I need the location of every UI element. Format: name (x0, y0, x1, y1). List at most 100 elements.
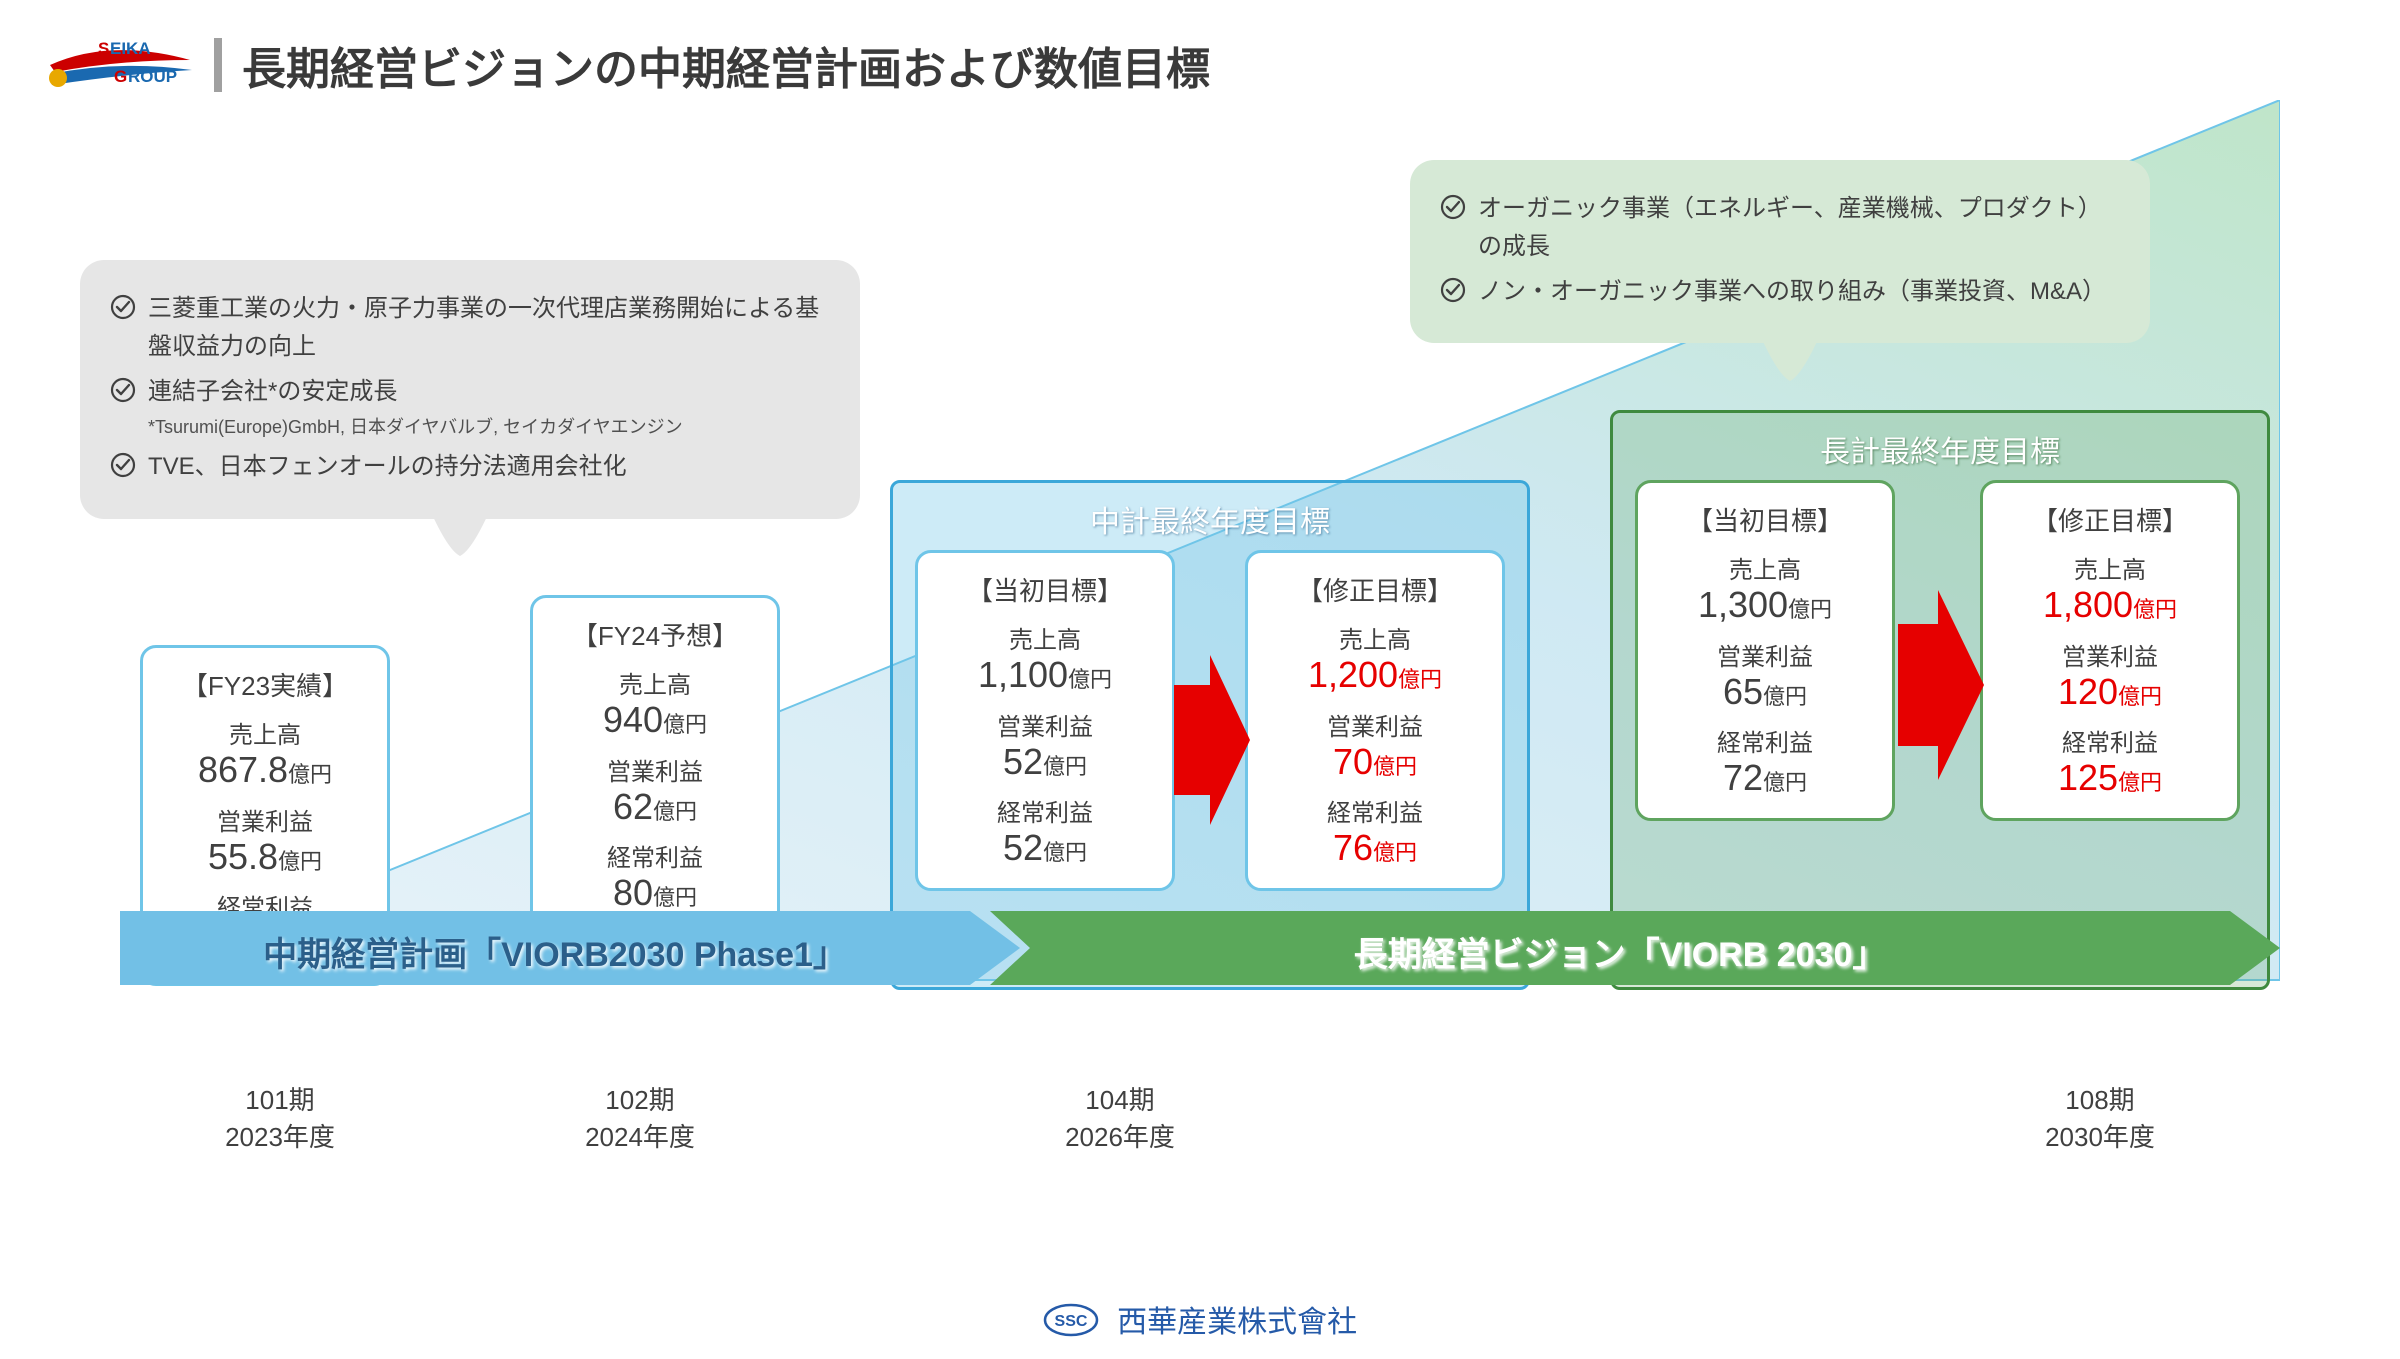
metric-unit: 億円 (288, 762, 332, 787)
logo: S EIKA G ROUP (40, 30, 200, 100)
metric-unit: 億円 (1068, 667, 1112, 692)
metric-value: 62 (613, 786, 653, 827)
x-label-term: 101期 (180, 1080, 380, 1117)
metric-label: 営業利益 (2003, 637, 2217, 672)
check-icon (110, 452, 136, 487)
logo-bottom-text: ROUP (128, 67, 177, 86)
title-bar (214, 38, 222, 92)
long-target-header: 長計最終年度目標 (1613, 413, 2267, 487)
card-title: 【FY24予想】 (553, 616, 757, 653)
x-label: 104期2026年度 (1020, 1080, 1220, 1154)
metric-value: 125 (2058, 757, 2118, 798)
x-label-year: 2023年度 (180, 1117, 380, 1154)
callout-right: オーガニック事業（エネルギー、産業機械、プロダクト）の成長ノン・オーガニック事業… (1410, 160, 2150, 343)
metric-value: 80 (613, 872, 653, 913)
metric-unit: 億円 (278, 849, 322, 874)
card-title: 【FY23実績】 (163, 666, 367, 703)
main-stage: 三菱重工業の火力・原子力事業の一次代理店業務開始による基盤収益力の向上連結子会社… (120, 100, 2280, 1100)
metric-value: 120 (2058, 671, 2118, 712)
metric-unit: 億円 (663, 712, 707, 737)
card-long-revised: 【修正目標】売上高1,800億円営業利益120億円経常利益125億円 (1980, 480, 2240, 821)
metric-label: 売上高 (938, 620, 1152, 655)
metric-value: 52 (1003, 827, 1043, 868)
check-icon (1440, 277, 1466, 312)
metric-unit: 億円 (2133, 597, 2177, 622)
card-title: 【当初目標】 (1658, 501, 1872, 538)
metric-unit: 億円 (653, 885, 697, 910)
callout-left-pointer (430, 510, 490, 556)
mid-target-header: 中計最終年度目標 (893, 483, 1527, 557)
metric-unit: 億円 (1043, 754, 1087, 779)
callout-left: 三菱重工業の火力・原子力事業の一次代理店業務開始による基盤収益力の向上連結子会社… (80, 260, 860, 519)
metric-value: 1,800 (2043, 584, 2133, 625)
metric-value: 940 (603, 699, 663, 740)
callout-item: 三菱重工業の火力・原子力事業の一次代理店業務開始による基盤収益力の向上 (110, 290, 830, 367)
metric-unit: 億円 (1373, 754, 1417, 779)
x-label-year: 2030年度 (2000, 1117, 2200, 1154)
x-label: 101期2023年度 (180, 1080, 380, 1154)
metric-value: 1,300 (1698, 584, 1788, 625)
metric-unit: 億円 (2118, 770, 2162, 795)
metric-label: 経常利益 (2003, 723, 2217, 758)
metric-value: 867.8 (198, 749, 288, 790)
metric-value: 76 (1333, 827, 1373, 868)
callout-text: ノン・オーガニック事業への取り組み（事業投資、M&A） (1478, 273, 2106, 311)
x-label-year: 2026年度 (1020, 1117, 1220, 1154)
card-title: 【修正目標】 (2003, 501, 2217, 538)
callout-subtext: *Tsurumi(Europe)GmbH, 日本ダイヤバルブ, セイカダイヤエン… (148, 413, 830, 442)
callout-text: オーガニック事業（エネルギー、産業機械、プロダクト）の成長 (1478, 190, 2120, 267)
metric-value: 1,100 (978, 654, 1068, 695)
metric-label: 売上高 (553, 665, 757, 700)
svg-text:S: S (98, 39, 109, 58)
check-icon (110, 377, 136, 412)
metric-label: 営業利益 (163, 802, 367, 837)
metric-unit: 億円 (1788, 597, 1832, 622)
metric-label: 売上高 (1268, 620, 1482, 655)
x-label-year: 2024年度 (540, 1117, 740, 1154)
metric-value: 65 (1723, 671, 1763, 712)
callout-item: 連結子会社*の安定成長 (110, 373, 830, 412)
x-label-term: 102期 (540, 1080, 740, 1117)
callout-item: オーガニック事業（エネルギー、産業機械、プロダクト）の成長 (1440, 190, 2120, 267)
footer-company-name: 西華産業株式會社 (1117, 1306, 1357, 1339)
metric-value: 70 (1333, 741, 1373, 782)
band-mid-label: 中期経営計画「VIORB2030 Phase1」 (120, 927, 990, 976)
callout-text: TVE、日本フェンオールの持分法適用会社化 (148, 448, 627, 486)
svg-text:SSC: SSC (1054, 1313, 1087, 1330)
metric-label: 経常利益 (553, 838, 757, 873)
footer-company: SSC 西華産業株式會社 (0, 1297, 2400, 1345)
metric-value: 1,200 (1308, 654, 1398, 695)
metric-label: 営業利益 (1268, 707, 1482, 742)
metric-unit: 億円 (2118, 684, 2162, 709)
check-icon (1440, 194, 1466, 229)
metric-label: 売上高 (163, 715, 367, 750)
metric-unit: 億円 (1373, 840, 1417, 865)
arrow-long (1898, 590, 1984, 780)
metric-value: 52 (1003, 741, 1043, 782)
band-long-label: 長期経営ビジョン「VIORB 2030」 (990, 927, 2250, 976)
metric-unit: 億円 (1398, 667, 1442, 692)
metric-label: 売上高 (2003, 550, 2217, 585)
arrow-mid (1174, 655, 1250, 825)
card-title: 【当初目標】 (938, 571, 1152, 608)
x-label-term: 108期 (2000, 1080, 2200, 1117)
callout-right-pointer (1760, 335, 1820, 381)
metric-unit: 億円 (1043, 840, 1087, 865)
card-mid-original: 【当初目標】売上高1,100億円営業利益52億円経常利益52億円 (915, 550, 1175, 891)
metric-label: 売上高 (1658, 550, 1872, 585)
x-label: 102期2024年度 (540, 1080, 740, 1154)
metric-value: 55.8 (208, 836, 278, 877)
card-fy24: 【FY24予想】売上高940億円営業利益62億円経常利益80億円 (530, 595, 780, 936)
metric-label: 経常利益 (1268, 793, 1482, 828)
check-icon (110, 294, 136, 329)
svg-text:G: G (114, 67, 127, 86)
header: S EIKA G ROUP 長期経営ビジョンの中期経営計画および数値目標 (40, 30, 2360, 100)
callout-text: 三菱重工業の火力・原子力事業の一次代理店業務開始による基盤収益力の向上 (148, 290, 830, 367)
callout-text: 連結子会社*の安定成長 (148, 373, 397, 411)
card-mid-revised: 【修正目標】売上高1,200億円営業利益70億円経常利益76億円 (1245, 550, 1505, 891)
logo-top-text: EIKA (110, 39, 151, 58)
x-label-term: 104期 (1020, 1080, 1220, 1117)
x-label: 108期2030年度 (2000, 1080, 2200, 1154)
card-title: 【修正目標】 (1268, 571, 1482, 608)
metric-value: 72 (1723, 757, 1763, 798)
